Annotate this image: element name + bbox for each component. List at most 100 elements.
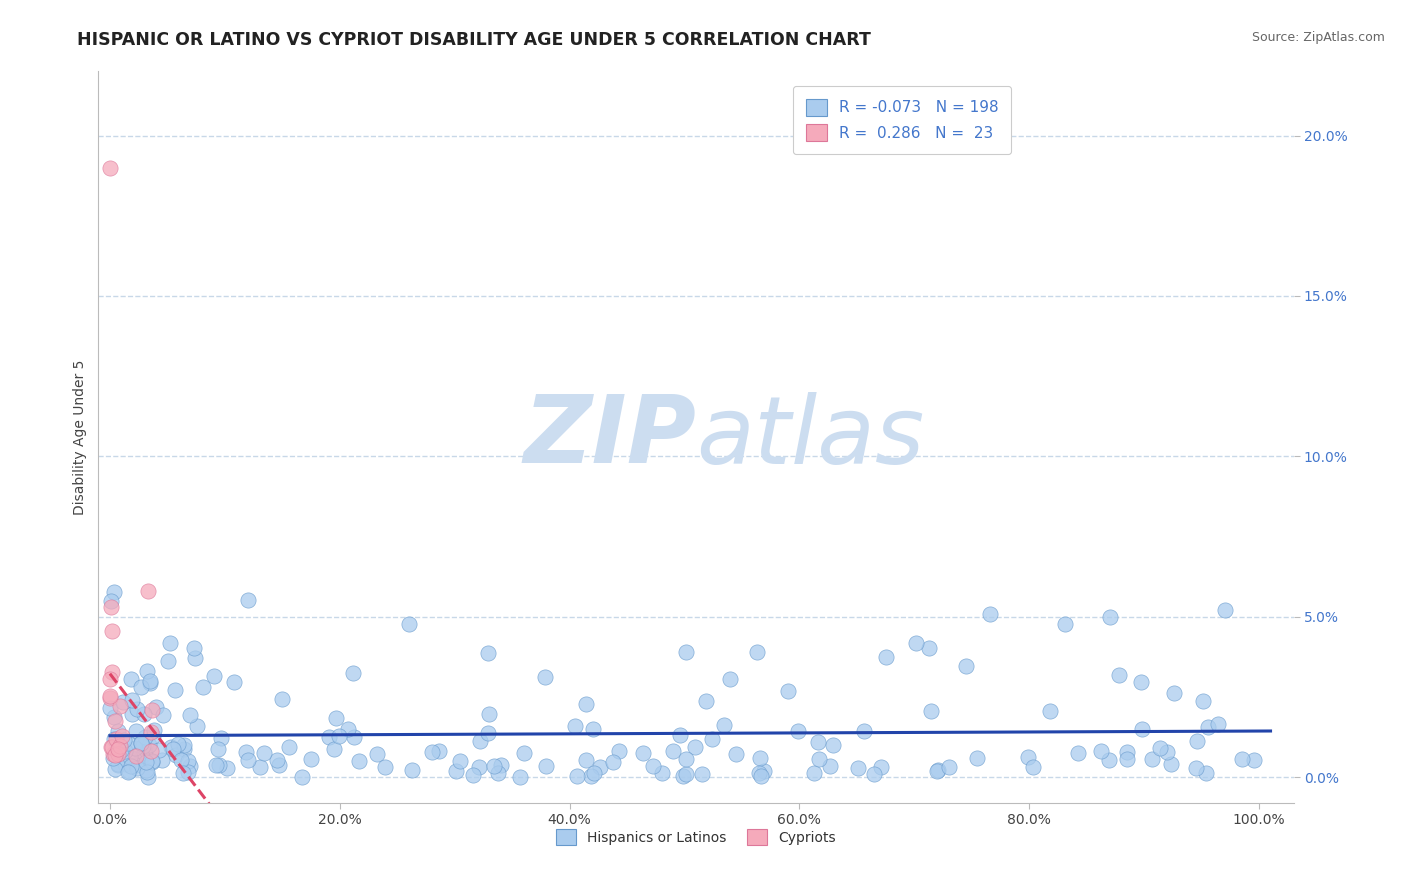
Point	[138, 674, 160, 689]
Point	[713, 718, 735, 732]
Point	[125, 723, 148, 738]
Point	[139, 675, 162, 690]
Point	[266, 752, 288, 766]
Point	[778, 683, 800, 698]
Point	[863, 766, 886, 780]
Point	[236, 593, 259, 607]
Point	[323, 742, 346, 756]
Point	[1197, 720, 1219, 734]
Point	[172, 765, 194, 780]
Point	[725, 747, 748, 761]
Point	[669, 728, 692, 742]
Point	[165, 683, 187, 698]
Point	[114, 744, 136, 758]
Point	[1187, 734, 1209, 748]
Point	[1130, 722, 1153, 736]
Point	[695, 694, 717, 708]
Point	[125, 758, 148, 772]
Point	[853, 724, 876, 739]
Point	[534, 670, 557, 684]
Point	[141, 703, 163, 717]
Point	[160, 739, 183, 754]
Point	[602, 756, 624, 770]
Point	[807, 752, 830, 766]
Point	[675, 645, 697, 659]
Point	[966, 751, 988, 765]
Point	[366, 747, 388, 761]
Point	[374, 760, 396, 774]
Point	[104, 714, 127, 728]
Point	[477, 646, 499, 660]
Point	[803, 765, 825, 780]
Point	[470, 734, 492, 748]
Point	[1129, 675, 1152, 690]
Point	[111, 729, 134, 743]
Point	[236, 753, 259, 767]
Point	[700, 732, 723, 747]
Point	[110, 743, 132, 757]
Point	[117, 765, 139, 780]
Point	[875, 649, 897, 664]
Point	[134, 747, 156, 761]
Point	[565, 768, 588, 782]
Point	[336, 722, 359, 736]
Point	[787, 723, 810, 738]
Point	[98, 690, 121, 705]
Point	[134, 706, 156, 721]
Point	[124, 748, 146, 763]
Point	[869, 760, 891, 774]
Point	[749, 750, 772, 764]
Point	[100, 739, 122, 754]
Point	[156, 655, 179, 669]
Point	[1192, 694, 1215, 708]
Point	[120, 749, 142, 764]
Point	[112, 733, 135, 747]
Point	[222, 674, 245, 689]
Point	[325, 711, 347, 725]
Point	[920, 704, 942, 718]
Point	[478, 706, 501, 721]
Point	[148, 743, 170, 757]
Point	[749, 769, 772, 783]
Point	[582, 722, 605, 736]
Point	[177, 764, 200, 779]
Point	[574, 698, 596, 712]
Point	[103, 747, 125, 761]
Point	[135, 755, 157, 769]
Point	[641, 759, 664, 773]
Point	[170, 752, 193, 766]
Point	[135, 763, 157, 777]
Point	[575, 754, 598, 768]
Point	[120, 759, 142, 773]
Point	[1156, 745, 1178, 759]
Point	[342, 665, 364, 680]
Point	[683, 740, 706, 755]
Point	[513, 746, 536, 760]
Point	[173, 738, 195, 752]
Point	[173, 742, 195, 756]
Point	[141, 725, 163, 739]
Point	[347, 754, 370, 768]
Point	[101, 740, 124, 755]
Point	[117, 736, 139, 750]
Point	[1163, 685, 1185, 699]
Point	[477, 725, 499, 739]
Text: HISPANIC OR LATINO VS CYPRIOT DISABILITY AGE UNDER 5 CORRELATION CHART: HISPANIC OR LATINO VS CYPRIOT DISABILITY…	[77, 31, 872, 49]
Point	[107, 757, 129, 772]
Point	[253, 746, 276, 760]
Point	[672, 769, 695, 783]
Point	[486, 766, 509, 780]
Point	[589, 760, 612, 774]
Point	[1142, 752, 1164, 766]
Point	[449, 754, 471, 768]
Point	[534, 759, 557, 773]
Point	[1115, 752, 1137, 766]
Point	[121, 693, 143, 707]
Legend: Hispanics or Latinos, Cypriots: Hispanics or Latinos, Cypriots	[551, 823, 841, 851]
Point	[1108, 668, 1130, 682]
Point	[129, 736, 152, 750]
Point	[98, 701, 121, 715]
Point	[104, 732, 127, 747]
Point	[112, 695, 135, 709]
Point	[193, 681, 215, 695]
